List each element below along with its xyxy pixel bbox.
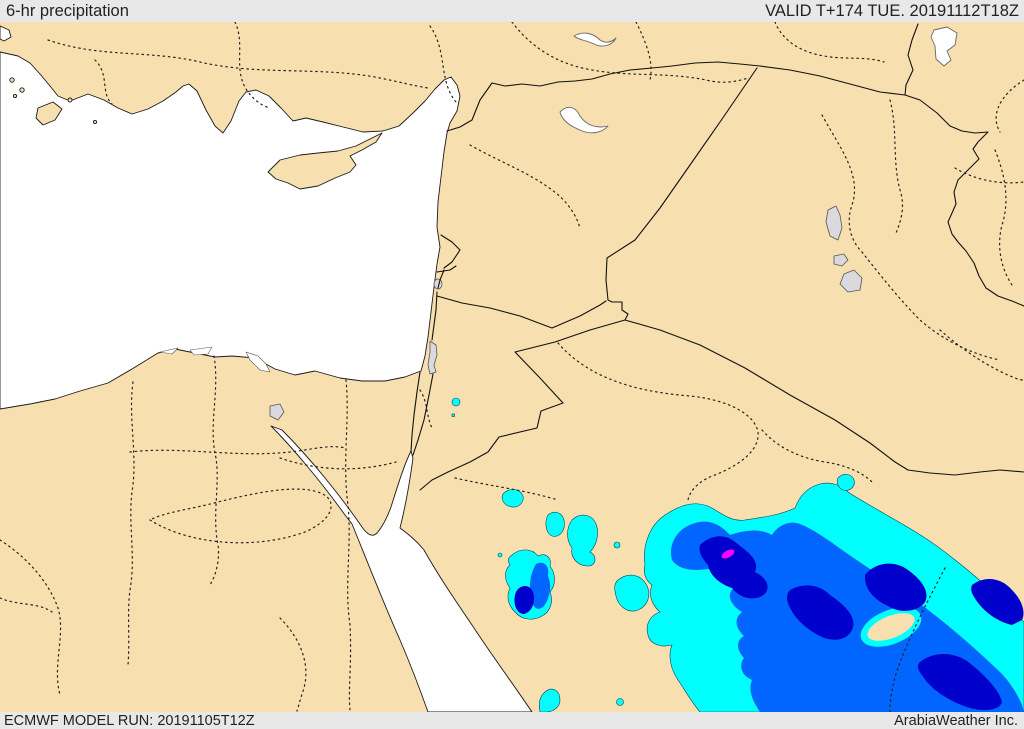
border-israel-egypt — [410, 371, 421, 453]
border-israel-jordan-arava — [412, 373, 434, 456]
nile-delta-lagoon-1 — [159, 347, 179, 355]
precip-navy-3 — [864, 563, 927, 611]
precip-dot-jordan — [451, 397, 461, 407]
border-lebanon-israel — [436, 265, 457, 273]
lake-ataturk — [559, 106, 609, 134]
border-lebanon-syria — [440, 234, 461, 269]
lake-habbaniyah — [833, 253, 849, 267]
brand-label: ArabiaWeather Inc. — [894, 712, 1018, 729]
model-run-label: ECMWF MODEL RUN: 20191105T12Z — [4, 712, 255, 729]
admin-iraq-3 — [861, 251, 1001, 361]
precip-blob-mid-3 — [614, 574, 650, 612]
admin-turkey-2 — [234, 21, 271, 109]
lake-tharthar — [825, 205, 843, 241]
rhodes-island — [35, 101, 63, 126]
precip-blob-north-1 — [836, 474, 855, 491]
admin-egypt-2 — [209, 355, 220, 586]
admin-saudi-arc — [557, 342, 759, 501]
precip-west-blue-core — [529, 562, 551, 609]
admin-saudi-south — [889, 567, 946, 713]
admin-negev — [419, 389, 433, 429]
precip-blob-west-small — [501, 489, 524, 508]
admin-iraq-1 — [821, 114, 863, 253]
red-sea — [270, 425, 533, 713]
border-iran-iraq — [904, 94, 1024, 307]
lake-urmia — [930, 26, 958, 67]
sea-layer — [0, 25, 958, 713]
kastellorizo-islet — [92, 119, 98, 125]
precip-navy-2 — [787, 585, 854, 640]
admin-turkey-3 — [94, 59, 113, 105]
aegean-islet-1 — [9, 77, 15, 83]
border-turkey-syria — [446, 61, 761, 132]
islands-layer — [9, 77, 383, 190]
precip-navy-west — [514, 586, 534, 614]
aegean-corner-sea — [0, 25, 12, 42]
precip-navy-1 — [699, 536, 768, 599]
precip-dot-3 — [616, 698, 624, 706]
precip-blob-mid-2 — [567, 514, 598, 567]
admin-turkey-6 — [635, 21, 652, 81]
border-iraq-saudi — [624, 319, 1024, 476]
border-jordan-river — [431, 269, 445, 341]
dead-sea-lake — [427, 340, 438, 375]
border-turkey-iraq — [759, 65, 906, 96]
admin-egypt-4 — [129, 446, 346, 455]
precip-extreme-spot — [721, 549, 735, 559]
precip-blob-redsea-coast — [538, 688, 561, 713]
aegean-islet-4 — [67, 97, 73, 103]
admin-turkey-1 — [47, 39, 429, 89]
border-syria-iraq — [605, 67, 758, 321]
precip-dot-2 — [497, 552, 503, 558]
precip-gap-dry — [867, 613, 915, 641]
admin-iran-3 — [994, 149, 1013, 286]
precip-dot-jordan-tiny — [451, 413, 455, 417]
precip-navy-4 — [971, 578, 1024, 625]
admin-iraq-2 — [889, 99, 904, 236]
admin-egypt-1 — [127, 381, 135, 666]
admin-iran-1 — [954, 167, 1024, 184]
bitter-lake — [269, 403, 285, 421]
admin-turkey-5 — [511, 21, 749, 83]
admin-egypt-loop — [149, 488, 332, 544]
nile-delta-lagoon-3 — [245, 351, 271, 373]
precip-navy-5 — [917, 654, 1002, 710]
admin-iran-4 — [939, 329, 1024, 381]
header-bar: 6-hr precipitation VALID T+174 TUE. 2019… — [0, 0, 1024, 22]
admin-turkey-4 — [429, 25, 457, 103]
precip-blob-mid-1 — [545, 511, 565, 537]
lake-keban — [573, 32, 617, 47]
admin-egypt-5 — [279, 617, 307, 712]
aegean-islet-2 — [19, 87, 25, 93]
admin-iran-2 — [995, 79, 1024, 133]
admin-egypt-3 — [345, 379, 352, 711]
precip-layer-heavy — [514, 536, 1024, 710]
border-turkey-iran — [904, 23, 919, 96]
aegean-islet-3 — [12, 93, 18, 99]
admin-borders-layer — [0, 21, 1024, 713]
admin-egypt-6 — [0, 539, 62, 696]
valid-time-label: VALID T+174 TUE. 20191112T18Z — [765, 1, 1019, 20]
admin-sinai — [279, 457, 397, 470]
border-jordan-saudi — [419, 319, 626, 491]
lake-razzaza — [839, 269, 863, 293]
admin-egypt-7 — [0, 597, 53, 613]
admin-turkey-7 — [774, 21, 885, 63]
cyprus-island — [267, 132, 383, 190]
lakes-layer — [269, 205, 863, 421]
map-title: 6-hr precipitation — [6, 1, 129, 20]
precip-dot-1 — [613, 541, 621, 549]
nile-delta-lagoon-2 — [189, 346, 213, 356]
country-borders-layer — [410, 23, 1024, 491]
admin-saudi-nw — [454, 477, 559, 501]
border-syria-jordan — [436, 295, 607, 329]
admin-syria-1 — [469, 144, 581, 229]
footer-bar: ECMWF MODEL RUN: 20191105T12Z ArabiaWeat… — [0, 712, 1024, 729]
